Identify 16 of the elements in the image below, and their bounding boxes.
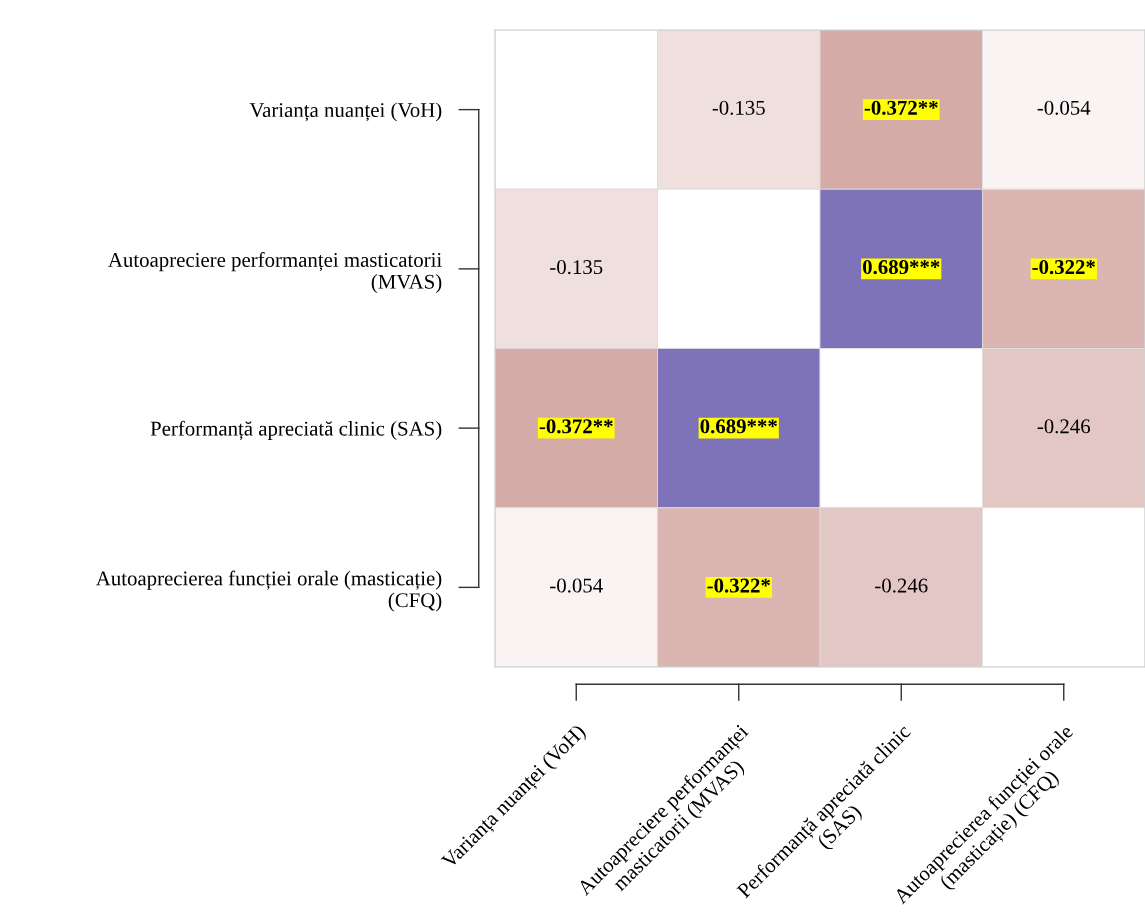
data-label: -0.246: [875, 578, 928, 593]
y-tick-label: Performanță apreciată clinic (SAS): [150, 420, 442, 440]
data-label: -0.322*: [707, 578, 770, 593]
data-label: 0.689***: [700, 419, 777, 434]
data-label: -0.372**: [864, 100, 938, 115]
data-label: -0.322*: [1032, 260, 1095, 275]
y-tick-label: Autoaprecierea funcției orale (masticație) (CFQ): [95, 570, 442, 612]
data-label: -0.135: [712, 100, 765, 115]
data-label: -0.054: [550, 578, 603, 593]
data-label: -0.372**: [539, 419, 613, 434]
data-label: 0.689***: [862, 260, 940, 275]
y-tick-label: Autoapreciere performanței masticatorii (MVAS): [108, 252, 442, 293]
data-label: -0.135: [550, 260, 603, 275]
data-label: -0.246: [1037, 419, 1091, 434]
data-label: -0.054: [1037, 100, 1091, 115]
y-tick-label: Varianța nuanței (VoH): [249, 102, 442, 122]
